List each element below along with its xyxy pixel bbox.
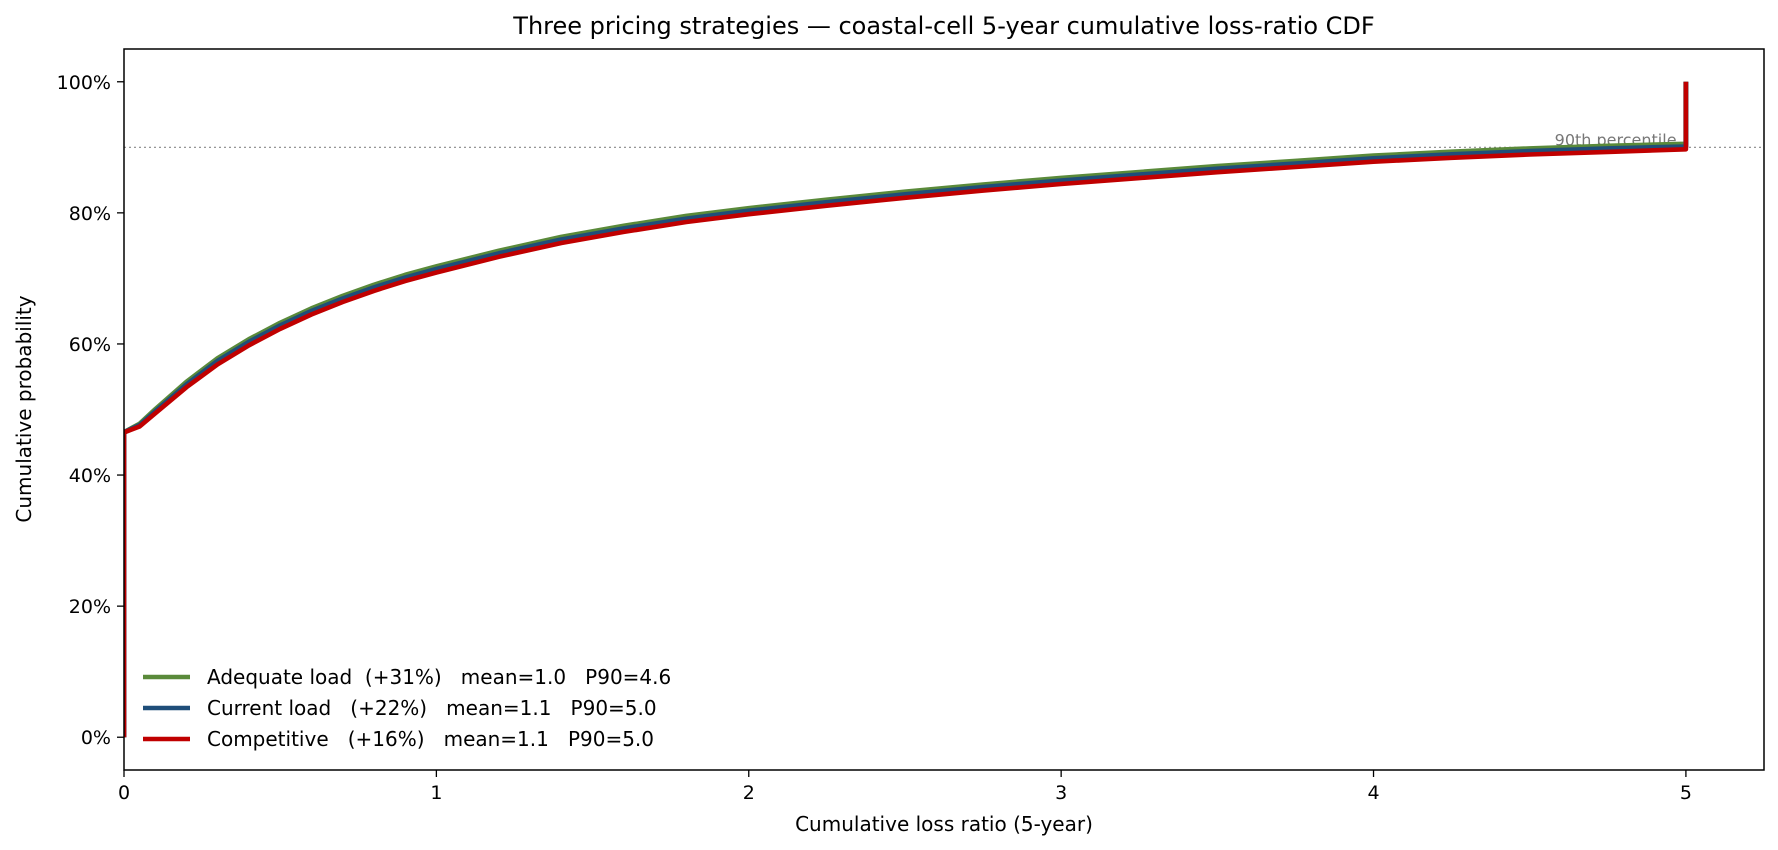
y-tick-label: 100%	[57, 72, 111, 94]
chart-title: Three pricing strategies — coastal-cell …	[512, 12, 1374, 40]
y-axis-ticks: 0% 20% 40% 60% 80% 100%	[57, 72, 124, 749]
y-tick-label: 40%	[69, 465, 111, 487]
legend-label-1: Adequate load (+31%) mean=1.0 P90=4.6	[207, 665, 671, 689]
legend-label-3: Competitive (+16%) mean=1.1 P90=5.0	[207, 727, 654, 751]
x-tick-label: 5	[1680, 782, 1692, 804]
y-tick-label: 20%	[69, 596, 111, 618]
x-axis-ticks: 0 1 2 3 4 5	[118, 770, 1692, 804]
legend: Adequate load (+31%) mean=1.0 P90=4.6 Cur…	[143, 665, 671, 751]
x-tick-label: 0	[118, 782, 130, 804]
y-tick-label: 80%	[69, 203, 111, 225]
x-tick-label: 4	[1367, 782, 1379, 804]
x-tick-label: 3	[1055, 782, 1067, 804]
series-line-3	[124, 81, 1689, 738]
x-tick-label: 1	[430, 782, 442, 804]
y-tick-label: 0%	[81, 727, 111, 749]
y-axis-title: Cumulative probability	[12, 295, 36, 522]
plot-frame	[123, 48, 1765, 771]
series-line-2	[124, 81, 1689, 738]
legend-label-2: Current load (+22%) mean=1.1 P90=5.0	[207, 696, 657, 720]
series-layer	[124, 81, 1689, 738]
x-tick-label: 2	[743, 782, 755, 804]
x-axis-title: Cumulative loss ratio (5-year)	[795, 812, 1093, 836]
y-tick-label: 60%	[69, 334, 111, 356]
